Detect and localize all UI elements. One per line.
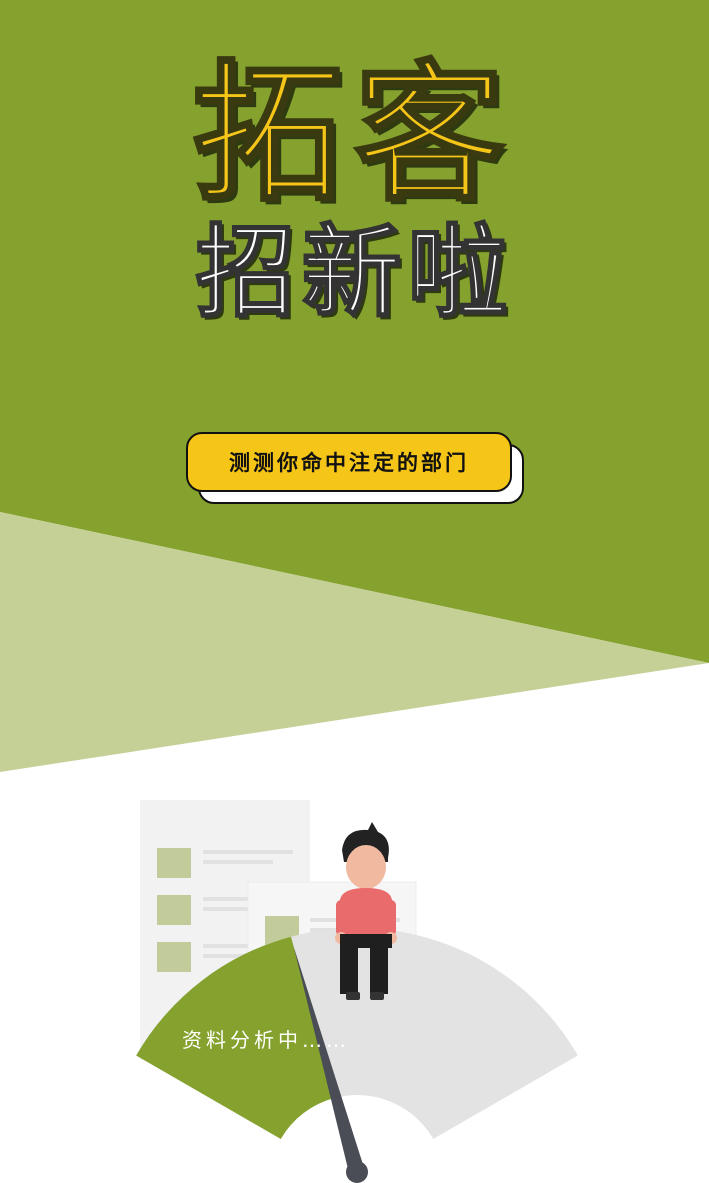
start-test-button[interactable]: 测测你命中注定的部门 (186, 432, 512, 492)
person-sitting-icon (335, 822, 397, 1000)
gauge-needle-icon (293, 946, 368, 1183)
page-subtitle: 招新啦 (195, 214, 514, 331)
gauge-progress (136, 936, 335, 1139)
cta-container: 测测你命中注定的部门 (186, 432, 524, 504)
page-title: 拓客 (191, 48, 517, 222)
light-green-wedge (0, 512, 709, 772)
gauge-icon (136, 928, 578, 1139)
analysis-status-text: 资料分析中…… (182, 1028, 350, 1052)
top-green-panel (0, 0, 709, 663)
